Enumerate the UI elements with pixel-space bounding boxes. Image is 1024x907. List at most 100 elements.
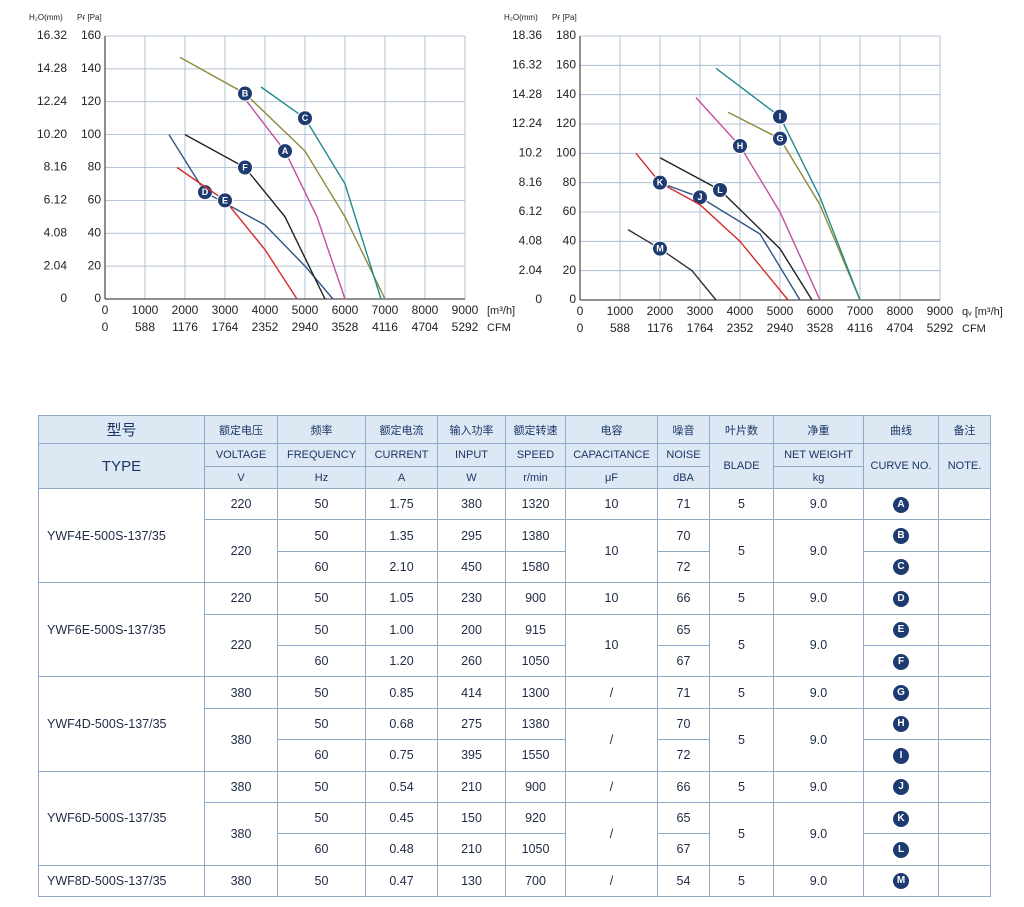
current: 1.35 [365, 519, 438, 552]
x2-tick-label: 4116 [372, 320, 398, 334]
curve-badge [237, 159, 253, 176]
y2-tick-label: 0 [60, 291, 67, 305]
x-tick-label: 1000 [132, 303, 159, 317]
input-power: 210 [437, 833, 506, 866]
curve [260, 86, 382, 300]
table-row: YWF6D-500S-137/35 380 50 0.54 210 900/66 5 9.0 J [38, 770, 991, 866]
header-row: TYPE VOLTAGE FREQUENCY CURRENT INPUT SPEED CAP… [38, 443, 991, 489]
capacitance: / [565, 864, 658, 898]
curve [727, 111, 861, 301]
x2-tick-label: 4116 [847, 321, 873, 335]
x-tick-label: 2000 [647, 304, 674, 318]
curve [236, 88, 346, 300]
x-tick-label: 7000 [847, 304, 874, 318]
noise: 66 [657, 582, 710, 615]
x2-tick-label: 4704 [887, 321, 914, 335]
curve-badge [772, 108, 788, 125]
charts: 0 20 40 60 80 100 120 140 160 0 2.04 4.08 6.12 8.16 10… [29, 13, 1003, 335]
blade: 5 [709, 707, 774, 772]
curve-cell: H [863, 707, 939, 741]
table-row: YWF8D-500S-137/35 380 50 0.47 130 700/54 5 9.0 M [38, 864, 991, 898]
x2-axis-label: CFM [962, 323, 986, 335]
header-en: VOLTAGE [204, 443, 278, 467]
curve-name: J [697, 192, 702, 202]
curve-cell: L [863, 833, 939, 866]
y-tick-label: 20 [563, 263, 577, 277]
header-en: INPUT [437, 443, 506, 467]
y2-tick-label: 16.32 [512, 58, 542, 72]
x2-tick-label: 588 [135, 320, 155, 334]
y-tick-label: 20 [88, 258, 102, 272]
curve-badge [237, 85, 253, 102]
header-unit: dBA [657, 466, 710, 489]
speed: 1380 [505, 519, 566, 552]
model-type: YWF6D-500S-137/35 [38, 770, 205, 866]
curve-cell: D [863, 582, 939, 615]
voltage: 220 [204, 582, 278, 615]
curve-badge: C [893, 559, 909, 576]
x2-tick-label: 1176 [172, 320, 198, 334]
curve-name: G [776, 134, 783, 144]
y2-tick-label: 14.28 [512, 87, 542, 101]
x2-tick-label: 5292 [452, 320, 479, 334]
note-cell [938, 582, 991, 615]
note-cell [938, 644, 991, 678]
noise: 72 [657, 550, 710, 584]
note-cell [938, 801, 991, 835]
voltage: 380 [204, 707, 278, 772]
x-tick-label: 3000 [212, 303, 239, 317]
curve-badge: G [893, 685, 909, 702]
curve [695, 97, 821, 301]
curve-cell: B [863, 519, 939, 552]
y2-tick-label: 8.16 [519, 175, 543, 189]
capacitance: 10 [565, 582, 658, 615]
note-cell [938, 550, 991, 584]
y-tick-label: 120 [81, 94, 101, 108]
y2-tick-label: 4.08 [519, 234, 543, 248]
y2-axis-label: H₂O(mm) [29, 13, 63, 22]
y-tick-label: 180 [556, 28, 576, 42]
current: 0.75 [365, 739, 438, 772]
y-tick-label: 40 [563, 234, 577, 248]
y2-axis-label: H₂O(mm) [504, 13, 538, 22]
y2-tick-label: 2.04 [44, 258, 68, 272]
capacitance: 10 [565, 613, 658, 678]
capacitance: / [565, 676, 658, 709]
noise: 65 [657, 613, 710, 646]
header-cn: 频率 [277, 415, 366, 444]
curve [176, 166, 298, 300]
blade: 5 [709, 519, 774, 584]
frequency: 60 [277, 833, 366, 866]
header-cn: 净重 [773, 415, 864, 444]
net-weight: 9.0 [773, 676, 864, 709]
header-row: 型号 额定电压 频率 额定电流 输入功率 额定转速 电容 噪音 叶片数 净重 曲线 备注 [38, 415, 991, 444]
input-power: 450 [437, 550, 506, 584]
header-en: CURVE NO. [863, 443, 939, 489]
speed: 920 [505, 801, 566, 835]
x2-axis-label: CFM [487, 322, 511, 334]
curve-cell: G [863, 676, 939, 709]
x-axis-label: qᵥ [m³/h] [962, 306, 1003, 318]
header-cn: 额定转速 [505, 415, 566, 444]
y-tick-label: 120 [556, 116, 576, 130]
y2-tick-label: 8.16 [44, 160, 68, 174]
y-tick-label: 60 [563, 204, 577, 218]
speed: 1050 [505, 644, 566, 678]
voltage: 220 [204, 519, 278, 584]
current: 0.68 [365, 707, 438, 741]
x2-tick-label: 1764 [212, 320, 239, 334]
input-power: 380 [437, 487, 506, 521]
current: 0.47 [365, 864, 438, 898]
current: 0.54 [365, 770, 438, 803]
curve-name: H [737, 141, 744, 151]
model-type: YWF4D-500S-137/35 [38, 676, 205, 772]
x-axis-label: [m³/h] [487, 305, 515, 317]
curve-badge: K [893, 810, 909, 827]
voltage: 380 [204, 770, 278, 803]
x2-tick-label: 1176 [647, 321, 673, 335]
x2-tick-label: 5292 [927, 321, 954, 335]
header-unit: Hz [277, 466, 366, 489]
frequency: 50 [277, 519, 366, 552]
